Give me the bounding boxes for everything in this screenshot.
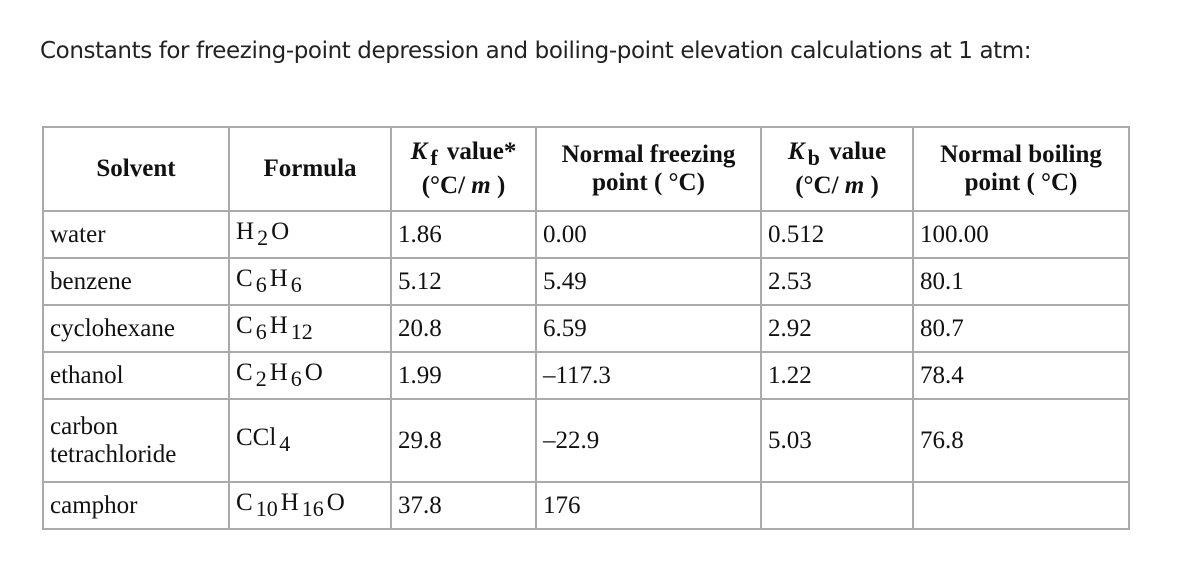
kf-unit-m: m xyxy=(471,172,491,199)
kb-cell: 2.92 xyxy=(760,304,914,353)
kb-label: value xyxy=(822,138,887,165)
kb-cell: 1.22 xyxy=(760,351,914,400)
table-row: cyclohexane C 6 H 12 20.8 6.59 2.92 80.7 xyxy=(42,304,1130,353)
header-solvent: Solvent xyxy=(42,126,230,212)
formula-element: H xyxy=(269,265,288,292)
formula-subscript: 6 xyxy=(255,319,267,344)
formula-subscript: 4 xyxy=(279,431,291,456)
nfp-line1: Normal freezing xyxy=(561,141,736,168)
formula-element: C xyxy=(236,312,253,339)
solvent-cell: camphor xyxy=(42,481,230,530)
freezing-point-cell: –117.3 xyxy=(535,351,762,400)
header-normal-boiling-point: Normal boiling point ( °C) xyxy=(912,126,1130,212)
nbp-line1: Normal boiling xyxy=(940,141,1102,168)
formula-element: H xyxy=(280,489,299,516)
table-row: carbon tetrachloride CCl 4 29.8 –22.9 5.03 76.… xyxy=(42,398,1130,483)
formula-subscript: 12 xyxy=(290,319,313,344)
formula-element: H xyxy=(269,359,288,386)
header-normal-freezing-point: Normal freezing point ( °C) xyxy=(535,126,762,212)
boiling-point-cell: 80.1 xyxy=(912,257,1130,306)
freezing-point-cell: 6.59 xyxy=(535,304,762,353)
table-row: benzene C 6 H 6 5.12 5.49 2.53 80.1 xyxy=(42,257,1130,306)
formula-subscript: 2 xyxy=(257,225,269,250)
kf-cell: 29.8 xyxy=(390,398,537,483)
formula-element: O xyxy=(271,218,290,245)
boiling-point-cell: 80.7 xyxy=(912,304,1130,353)
kb-unit: (°C/ xyxy=(795,172,845,199)
boiling-point-cell: 78.4 xyxy=(912,351,1130,400)
formula-element: O xyxy=(304,359,323,386)
formula-subscript: 10 xyxy=(255,496,278,521)
kb-unit-m: m xyxy=(844,172,865,199)
kb-subscript: b xyxy=(807,145,820,170)
formula-subscript: 6 xyxy=(290,366,302,391)
solvent-cell: ethanol xyxy=(42,351,230,400)
table-row: camphor C 10 H 16 O 37.8 176 xyxy=(42,481,1130,530)
table-row: water H 2 O 1.86 0.00 0.512 100.00 xyxy=(42,210,1130,259)
boiling-point-cell: 76.8 xyxy=(912,398,1130,483)
formula-subscript: 2 xyxy=(255,366,267,391)
kf-label: value* xyxy=(440,138,517,165)
table-row: ethanol C 2 H 6 O 1.99 –117.3 1.22 78.4 xyxy=(42,351,1130,400)
solvent-cell: cyclohexane xyxy=(42,304,230,353)
table-body: water H 2 O 1.86 0.00 0.512 100.00 benzene C 6 H 6 5… xyxy=(42,210,1130,530)
kb-cell xyxy=(760,481,914,530)
formula-element: C xyxy=(236,265,253,292)
freezing-point-cell: 176 xyxy=(535,481,762,530)
freezing-point-cell: –22.9 xyxy=(535,398,762,483)
formula-cell: CCl 4 xyxy=(228,398,392,483)
kf-subscript: f xyxy=(430,145,438,170)
kb-cell: 2.53 xyxy=(760,257,914,306)
boiling-point-cell xyxy=(912,481,1130,530)
solvent-cell: benzene xyxy=(42,257,230,306)
solvent-cell: carbon tetrachloride xyxy=(42,398,230,483)
formula-element: O xyxy=(326,489,345,516)
formula-subscript: 6 xyxy=(255,272,267,297)
formula-cell: C 6 H 12 xyxy=(228,304,392,353)
kf-cell: 5.12 xyxy=(390,257,537,306)
kf-cell: 1.99 xyxy=(390,351,537,400)
kb-cell: 5.03 xyxy=(760,398,914,483)
formula-element: CCl xyxy=(236,424,277,451)
kf-cell: 37.8 xyxy=(390,481,537,530)
kf-unit: (°C/ xyxy=(421,172,472,199)
solvent-cell: water xyxy=(42,210,230,259)
formula-element: H xyxy=(269,312,288,339)
kf-symbol: K xyxy=(410,138,428,165)
formula-element: C xyxy=(236,359,253,386)
nfp-line2: point ( °C) xyxy=(592,169,705,196)
kf-cell: 1.86 xyxy=(390,210,537,259)
formula-subscript: 6 xyxy=(290,272,302,297)
kb-symbol: K xyxy=(787,138,805,165)
formula-element: H xyxy=(236,218,255,245)
kf-unit-close: ) xyxy=(490,172,506,199)
kb-unit-close: ) xyxy=(864,172,879,199)
freezing-point-cell: 0.00 xyxy=(535,210,762,259)
header-formula: Formula xyxy=(228,126,392,212)
formula-element: C xyxy=(236,489,253,516)
nbp-line2: point ( °C) xyxy=(964,169,1078,196)
boiling-point-cell: 100.00 xyxy=(912,210,1130,259)
formula-subscript: 16 xyxy=(301,496,324,521)
page-title: Constants for freezing-point depression … xyxy=(40,38,1032,64)
formula-cell: C 10 H 16 O xyxy=(228,481,392,530)
kf-cell: 20.8 xyxy=(390,304,537,353)
kb-cell: 0.512 xyxy=(760,210,914,259)
freezing-point-cell: 5.49 xyxy=(535,257,762,306)
